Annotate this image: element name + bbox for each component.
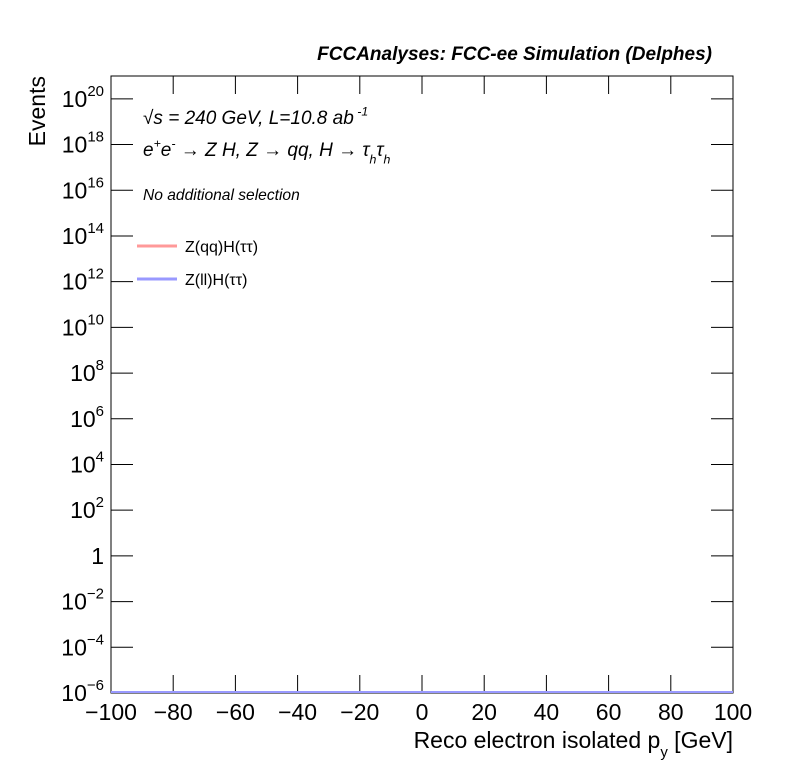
y-axis-label: Events	[24, 76, 50, 146]
annotation-part: No additional selection	[143, 187, 300, 204]
x-axis-label: Reco electron isolated py [GeV]	[414, 727, 733, 761]
annotation-part: -1	[354, 104, 368, 118]
y-tick-exponent: 20	[87, 83, 104, 100]
y-tick-label: 108	[70, 357, 104, 386]
y-tick-label: 1010	[62, 311, 104, 340]
y-tick-exponent: 6	[96, 403, 104, 420]
x-tick-label: 60	[596, 699, 622, 725]
y-tick-label: 1012	[62, 266, 104, 295]
y-tick-label: 10−6	[61, 677, 104, 706]
y-tick-base: 10	[61, 589, 87, 615]
y-tick-exponent: 14	[87, 220, 104, 237]
y-tick-base: 10	[61, 680, 87, 706]
x-tick-label: −80	[154, 699, 193, 725]
x-tick-label: −20	[340, 699, 379, 725]
y-tick-exponent: 8	[96, 357, 104, 374]
y-tick-label: 106	[70, 403, 104, 432]
x-axis-label-part: Reco electron isolated p	[414, 727, 661, 753]
y-tick-exponent: 10	[87, 311, 104, 328]
annotation-part: h	[383, 153, 390, 167]
y-tick-base: 10	[62, 269, 88, 295]
y-tick-exponent: 12	[87, 266, 104, 283]
x-tick-label: −40	[278, 699, 317, 725]
chart-title: FCCAnalyses: FCC-ee Simulation (Delphes)	[317, 44, 712, 65]
x-tick-label: 0	[416, 699, 429, 725]
x-axis-label-part: y	[660, 744, 668, 761]
annotation: No additional selection	[143, 187, 300, 204]
y-tick-label: 1018	[62, 129, 104, 158]
x-axis-label-part: [GeV]	[668, 727, 733, 753]
x-tick-label: 80	[658, 699, 684, 725]
y-tick-base: 10	[62, 86, 88, 112]
y-tick-base: 10	[62, 177, 88, 203]
annotation: √s = 240 GeV, L=10.8 ab -1	[143, 104, 368, 129]
y-tick-base: 10	[70, 406, 96, 432]
annotation-part: h	[369, 153, 376, 167]
y-tick-exponent: −2	[87, 586, 104, 603]
y-tick-exponent: −4	[87, 631, 104, 648]
y-tick-exponent: 18	[87, 129, 104, 146]
x-tick-label: 100	[714, 699, 752, 725]
annotation-part: → Z H, Z → qq, H → τ	[176, 140, 372, 161]
y-tick-exponent: −6	[87, 677, 104, 694]
y-tick-base: 10	[70, 360, 96, 386]
y-tick-base: 10	[70, 497, 96, 523]
y-tick-label: 1	[91, 543, 104, 569]
y-tick-label: 10−4	[61, 631, 104, 660]
y-tick-label: 1016	[62, 174, 104, 203]
y-tick-base: 10	[62, 223, 88, 249]
y-tick-base: 10	[61, 634, 87, 660]
annotation-part: +	[154, 136, 161, 150]
annotation-part: e	[143, 140, 154, 161]
y-tick-label: 1020	[62, 83, 104, 112]
y-tick-base: 10	[70, 451, 96, 477]
y-tick-label: 10−2	[61, 586, 104, 615]
x-tick-label: 20	[471, 699, 497, 725]
annotation-part: -	[171, 136, 175, 150]
y-tick-exponent: 4	[96, 448, 104, 465]
y-tick-label: 1014	[62, 220, 104, 249]
annotation-part: e	[161, 140, 172, 161]
y-tick-exponent: 2	[96, 494, 104, 511]
x-tick-label: 40	[534, 699, 560, 725]
legend-label: Z(ll)H(ττ)	[185, 272, 247, 289]
annotation: e+e- → Z H, Z → qq, H → τhτh	[143, 136, 390, 166]
y-tick-exponent: 16	[87, 174, 104, 191]
y-tick-label: 104	[70, 448, 104, 477]
annotation-part: τ	[376, 140, 385, 161]
x-tick-label: −100	[85, 699, 137, 725]
y-tick-base: 10	[62, 132, 88, 158]
annotation-part: √s = 240 GeV, L=10.8 ab	[143, 108, 354, 129]
legend-label: Z(qq)H(ττ)	[185, 239, 258, 256]
y-tick-label: 102	[70, 494, 104, 523]
x-tick-label: −60	[216, 699, 255, 725]
y-tick-base: 10	[62, 314, 88, 340]
